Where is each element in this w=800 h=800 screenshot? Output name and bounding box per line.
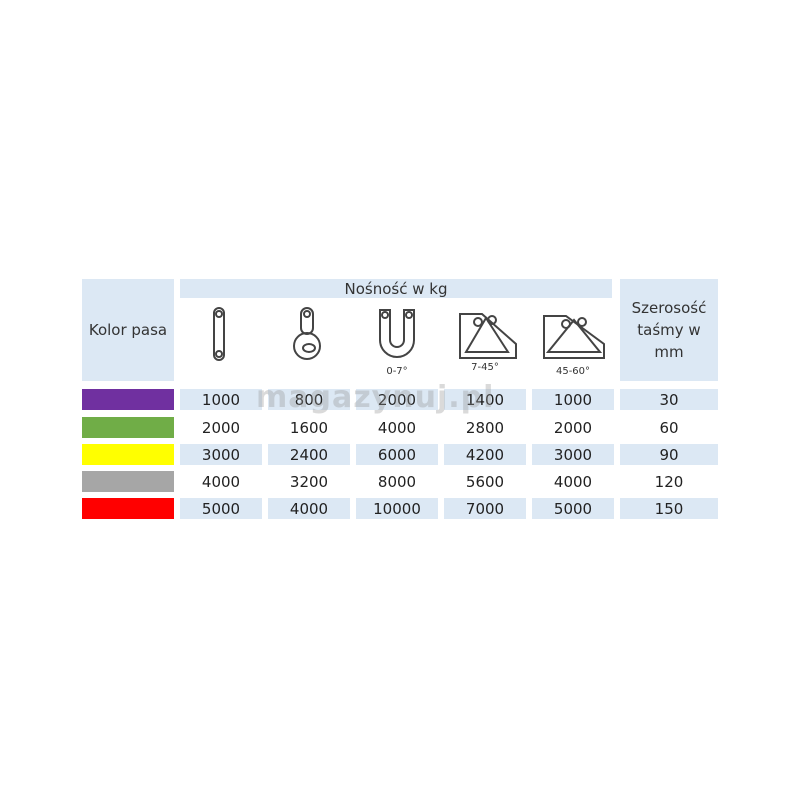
capacity-cell: 3000 [180, 444, 262, 465]
capacity-cell: 2800 [465, 418, 505, 437]
capacity-cell: 1000 [180, 389, 262, 410]
capacity-cell: 5000 [180, 498, 262, 519]
capacity-cell: 4000 [553, 472, 593, 491]
width-cell: 90 [620, 444, 718, 465]
capacity-cell: 8000 [377, 472, 417, 491]
color-header: Kolor pasa [82, 279, 174, 381]
capacity-cell: 4000 [268, 498, 350, 519]
color-swatch [82, 444, 174, 465]
capacity-cell: 10000 [356, 498, 438, 519]
width-header-line: mm [654, 343, 684, 361]
color-swatch [82, 498, 174, 519]
capacity-header: Nośność w kg [180, 279, 612, 298]
capacity-cell: 7000 [444, 498, 526, 519]
width-header-line: Szerosość [631, 299, 707, 317]
color-swatch [82, 417, 174, 438]
capacity-cell: 2400 [268, 444, 350, 465]
capacity-cell: 6000 [356, 444, 438, 465]
capacity-cell: 3000 [532, 444, 614, 465]
width-header-line: taśmy w [637, 321, 701, 339]
capacity-cell: 4000 [377, 418, 417, 437]
width-cell: 60 [659, 418, 679, 437]
capacity-cell: 1000 [532, 389, 614, 410]
basket-wide-angle-icon [543, 315, 605, 359]
width-cell: 120 [654, 472, 684, 491]
capacity-cell: 1400 [444, 389, 526, 410]
capacity-cell: 3200 [289, 472, 329, 491]
capacity-cell: 4000 [201, 472, 241, 491]
capacity-cell: 2000 [201, 418, 241, 437]
color-swatch [82, 389, 174, 410]
basket-angle-icon [459, 313, 517, 359]
choke-hitch-icon [293, 307, 321, 360]
capacity-cell: 2000 [356, 389, 438, 410]
capacity-cell: 4200 [444, 444, 526, 465]
capacity-cell: 5600 [465, 472, 505, 491]
watermark: magazynuj.pl [256, 380, 495, 415]
capacity-cell: 5000 [532, 498, 614, 519]
straight-lift-icon [213, 307, 225, 361]
angle-label: 7-45° [471, 362, 499, 373]
width-cell: 150 [620, 498, 718, 519]
color-swatch [82, 471, 174, 492]
angle-label: 45-60° [555, 366, 591, 377]
capacity-cell: 2000 [553, 418, 593, 437]
capacity-cell: 800 [268, 389, 350, 410]
width-header: Szerosość taśmy w mm [620, 279, 718, 381]
basket-hitch-icon [379, 309, 415, 358]
capacity-cell: 1600 [289, 418, 329, 437]
width-cell: 30 [620, 389, 718, 410]
angle-label: 0-7° [386, 366, 408, 377]
